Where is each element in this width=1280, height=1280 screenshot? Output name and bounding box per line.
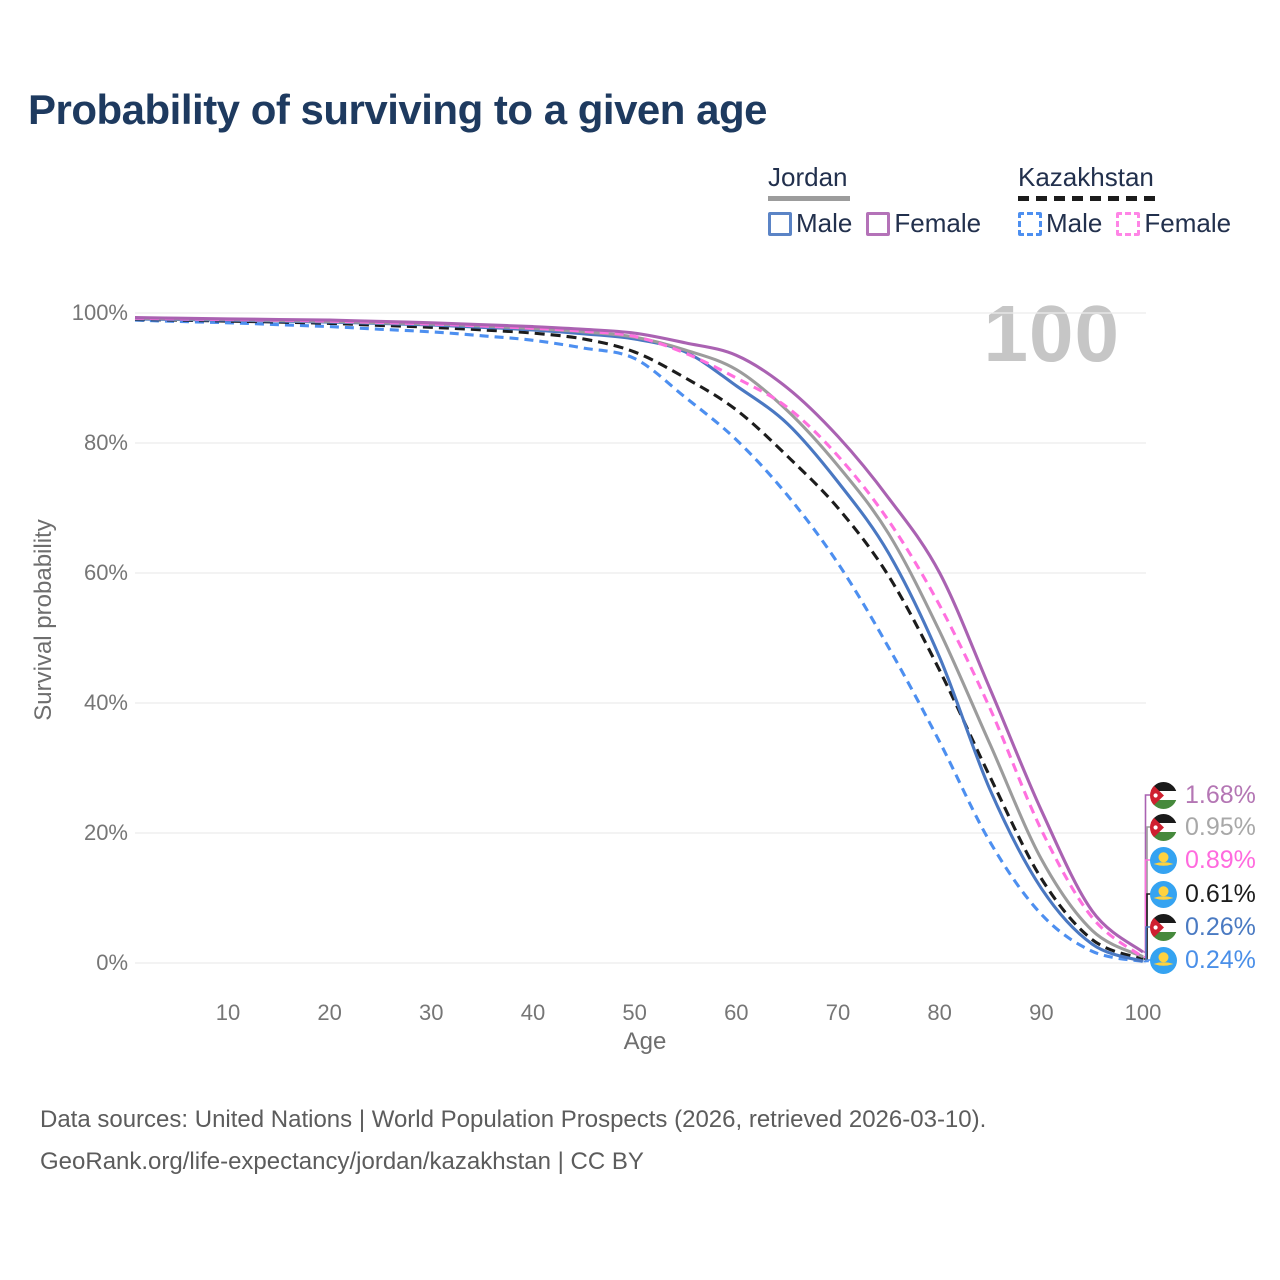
x-axis-title: Age bbox=[623, 1028, 667, 1055]
jordan-flag-icon bbox=[1150, 781, 1177, 809]
x-tick-label: 10 bbox=[215, 1000, 241, 1025]
jordan-flag-icon bbox=[1150, 813, 1177, 841]
end-label-row-kazakhstan_total[interactable]: 0.61% bbox=[1150, 878, 1256, 910]
legend-swatch-jordan-female[interactable] bbox=[866, 211, 891, 236]
x-tick-label: 70 bbox=[825, 1000, 851, 1025]
x-tick-label: 50 bbox=[622, 1000, 647, 1025]
end-label-connector bbox=[1143, 859, 1151, 958]
y-tick-label: 20% bbox=[83, 820, 128, 845]
jordan-flag-icon bbox=[1150, 913, 1177, 941]
legend-swatch-jordan-male[interactable] bbox=[768, 211, 792, 236]
end-label-value: 0.61% bbox=[1185, 879, 1256, 908]
x-tick-label: 20 bbox=[317, 1000, 342, 1025]
legend-line-sample-solid bbox=[768, 196, 850, 201]
legend-group-title: Kazakhstan bbox=[1018, 162, 1154, 192]
end-label-value: 0.26% bbox=[1185, 912, 1256, 941]
x-tick-label: 80 bbox=[927, 1000, 952, 1025]
end-label-row-jordan_total[interactable]: 0.95% bbox=[1150, 811, 1256, 843]
x-tick-label: 30 bbox=[419, 1000, 444, 1025]
end-label-row-kazakhstan_male[interactable]: 0.24% bbox=[1150, 944, 1256, 976]
series-line-kazakhstan_female[interactable] bbox=[134, 316, 1144, 959]
legend-group-title: Jordan bbox=[768, 162, 848, 192]
legend-item-male[interactable]: Male bbox=[796, 208, 853, 238]
legend-item-female[interactable]: Female bbox=[1144, 208, 1232, 238]
legend-swatch-kazakhstan-male[interactable] bbox=[1018, 211, 1042, 236]
legend-item-male[interactable]: Male bbox=[1046, 208, 1103, 238]
legend-item-female[interactable]: Female bbox=[894, 208, 982, 238]
y-tick-label: 80% bbox=[83, 430, 128, 455]
series-line-jordan_total[interactable] bbox=[134, 316, 1144, 959]
end-label-value: 1.68% bbox=[1185, 780, 1256, 809]
y-tick-label: 100% bbox=[71, 300, 128, 325]
series-line-jordan_female[interactable] bbox=[134, 316, 1144, 954]
y-tick-label: 60% bbox=[83, 560, 128, 585]
x-tick-label: 100 bbox=[1124, 1000, 1162, 1025]
x-tick-label: 90 bbox=[1029, 1000, 1054, 1025]
x-tick-label: 60 bbox=[724, 1000, 749, 1025]
attribution-note: GeoRank.org/life-expectancy/jordan/kazak… bbox=[40, 1148, 644, 1175]
y-tick-label: 0% bbox=[96, 950, 128, 975]
end-label-row-jordan_male[interactable]: 0.26% bbox=[1150, 911, 1256, 943]
legend-group-jordan: Jordan Male Female bbox=[768, 162, 995, 239]
kazakhstan-flag-icon bbox=[1150, 946, 1177, 974]
kazakhstan-flag-icon bbox=[1150, 846, 1177, 874]
series-line-kazakhstan_male[interactable] bbox=[134, 318, 1144, 963]
age-watermark: 100 bbox=[983, 289, 1120, 378]
legend-group-kazakhstan: Kazakhstan Male Female bbox=[1018, 162, 1245, 239]
legend-swatch-kazakhstan-female[interactable] bbox=[1116, 211, 1141, 236]
kazakhstan-flag-icon bbox=[1150, 880, 1177, 908]
data-sources-note: Data sources: United Nations | World Pop… bbox=[40, 1106, 987, 1133]
x-tick-label: 40 bbox=[520, 1000, 546, 1025]
page-title: Probability of surviving to a given age bbox=[28, 86, 767, 133]
y-axis-title: Survival probability bbox=[30, 519, 57, 721]
y-tick-label: 40% bbox=[83, 690, 128, 715]
end-label-value: 0.95% bbox=[1185, 812, 1256, 841]
end-label-value: 0.89% bbox=[1185, 845, 1256, 874]
series-line-jordan_male[interactable] bbox=[134, 317, 1144, 963]
legend-line-sample-dashed bbox=[1018, 196, 1156, 201]
end-label-row-kazakhstan_female[interactable]: 0.89% bbox=[1150, 844, 1256, 876]
series-line-kazakhstan_total[interactable] bbox=[134, 317, 1144, 961]
end-label-row-jordan_female[interactable]: 1.68% bbox=[1150, 779, 1256, 811]
end-label-connector bbox=[1143, 959, 1151, 963]
end-label-value: 0.24% bbox=[1185, 945, 1256, 974]
